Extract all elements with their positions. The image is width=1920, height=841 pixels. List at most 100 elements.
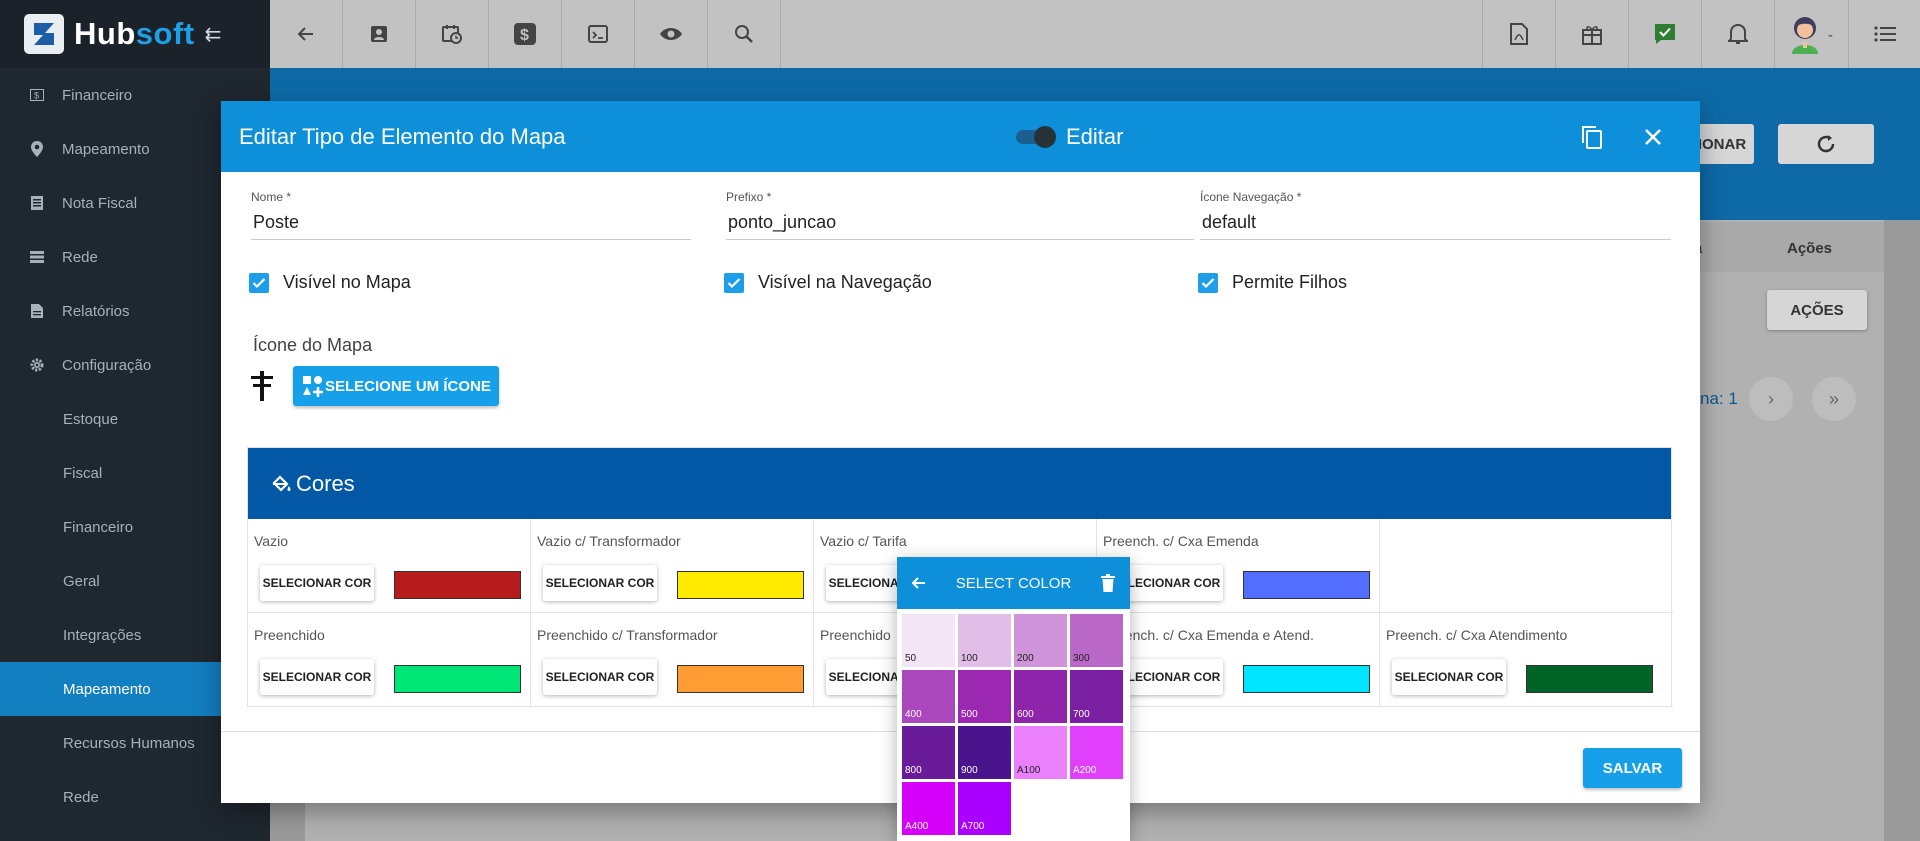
color-shade-option[interactable]: 100 bbox=[958, 614, 1011, 667]
close-button[interactable] bbox=[1639, 123, 1667, 151]
color-shade-option[interactable]: A400 bbox=[902, 782, 955, 835]
color-shade-label: 100 bbox=[961, 653, 978, 664]
visivel-navegacao-checkbox[interactable] bbox=[724, 272, 744, 293]
sidebar-item-label: Integrações bbox=[63, 626, 142, 644]
color-shade-option[interactable]: 500 bbox=[958, 670, 1011, 723]
permite-filhos-checkbox[interactable] bbox=[1198, 272, 1218, 293]
color-swatch[interactable] bbox=[394, 665, 521, 693]
pdf-button[interactable] bbox=[1482, 0, 1555, 68]
page-indicator-partial: na: 1 bbox=[1700, 389, 1738, 408]
colors-grid: Vazio SELECIONAR COR Vazio c/ Transformado… bbox=[248, 519, 1673, 707]
sidebar-item-fiscal[interactable]: Fiscal bbox=[0, 446, 270, 500]
sidebar-item-geral[interactable]: Geral bbox=[0, 554, 270, 608]
sidebar-item-configuracao[interactable]: Configuração bbox=[0, 338, 270, 392]
color-swatch[interactable] bbox=[1526, 665, 1653, 693]
select-color-button[interactable]: SELECIONAR COR bbox=[543, 659, 657, 695]
prefixo-input[interactable] bbox=[726, 204, 1194, 240]
sidebar-item-financeiro[interactable]: $ Financeiro bbox=[0, 68, 270, 122]
select-color-button[interactable]: SELECIONAR COR bbox=[1392, 659, 1506, 695]
sidebar-nav: $ Financeiro Mapeamento Nota Fiscal Rede… bbox=[0, 68, 270, 824]
actions-button[interactable]: AÇÕES bbox=[1767, 290, 1867, 330]
color-swatch[interactable] bbox=[677, 665, 804, 693]
view-button[interactable] bbox=[635, 0, 708, 68]
color-shade-option[interactable]: A200 bbox=[1070, 726, 1123, 779]
sidebar-item-label: Mapeamento bbox=[62, 140, 150, 158]
color-shade-label: 300 bbox=[1073, 653, 1090, 664]
edit-toggle[interactable] bbox=[1016, 125, 1056, 148]
select-color-button[interactable]: SELECIONAR COR bbox=[260, 659, 374, 695]
refresh-icon bbox=[1817, 135, 1835, 153]
sidebar-item-rede-sub[interactable]: Rede bbox=[0, 770, 270, 824]
tasks-button[interactable] bbox=[1628, 0, 1701, 68]
eye-icon bbox=[660, 28, 682, 40]
copy-button[interactable] bbox=[1578, 123, 1606, 151]
notifications-button[interactable] bbox=[1701, 0, 1774, 68]
select-color-button[interactable]: SELECIONAR COR bbox=[260, 565, 374, 601]
sidebar-item-label: Financeiro bbox=[63, 518, 134, 536]
select-button-label: IONAR bbox=[1697, 135, 1747, 153]
refresh-button[interactable] bbox=[1778, 124, 1874, 164]
chevron-down-icon: ⌄ bbox=[1826, 28, 1835, 40]
paint-bucket-icon bbox=[272, 474, 291, 492]
back-button[interactable] bbox=[270, 0, 343, 68]
select-color-button[interactable]: SELECIONAR COR bbox=[543, 565, 657, 601]
color-shade-option[interactable]: 200 bbox=[1014, 614, 1067, 667]
visivel-mapa-checkbox[interactable] bbox=[249, 272, 269, 293]
color-shade-option[interactable]: 300 bbox=[1070, 614, 1123, 667]
user-menu-button[interactable]: ⌄ bbox=[1774, 0, 1848, 68]
save-button[interactable]: SALVAR bbox=[1583, 748, 1682, 788]
icone-navegacao-input[interactable] bbox=[1200, 204, 1671, 240]
last-page-button[interactable]: » bbox=[1812, 377, 1856, 421]
color-shade-label: A700 bbox=[961, 821, 985, 832]
nome-input[interactable] bbox=[251, 204, 691, 240]
copy-icon bbox=[1582, 126, 1602, 149]
color-cell-label: Preench. c/ Cxa Emenda e Atend. bbox=[1103, 627, 1314, 643]
calendar-clock-button[interactable] bbox=[416, 0, 489, 68]
contact-card-icon bbox=[371, 26, 387, 42]
next-page-button[interactable]: › bbox=[1749, 377, 1793, 421]
sidebar-item-recursos-humanos[interactable]: Recursos Humanos bbox=[0, 716, 270, 770]
sidebar-item-financeiro-sub[interactable]: Financeiro bbox=[0, 500, 270, 554]
picker-delete-button[interactable] bbox=[1096, 571, 1120, 595]
top-toolbar: $ ⌄ bbox=[270, 0, 1920, 68]
collapse-sidebar-icon[interactable]: ⇇ bbox=[204, 23, 222, 46]
color-swatch[interactable] bbox=[1243, 665, 1370, 693]
svg-text:$: $ bbox=[520, 27, 529, 44]
color-shade-option[interactable]: A700 bbox=[958, 782, 1011, 835]
check-icon bbox=[1201, 277, 1215, 288]
sidebar-item-rede[interactable]: Rede bbox=[0, 230, 270, 284]
sidebar-item-estoque[interactable]: Estoque bbox=[0, 392, 270, 446]
color-swatch[interactable] bbox=[394, 571, 521, 599]
sidebar-item-nota-fiscal[interactable]: Nota Fiscal bbox=[0, 176, 270, 230]
sidebar-item-mapeamento[interactable]: Mapeamento bbox=[0, 122, 270, 176]
color-shade-label: 700 bbox=[1073, 709, 1090, 720]
contact-card-button[interactable] bbox=[343, 0, 416, 68]
dialog-header: Editar Tipo de Elemento do Mapa Editar bbox=[221, 101, 1700, 172]
color-swatch[interactable] bbox=[1243, 571, 1370, 599]
color-cell: Preenchido c/ Transformador SELECIONAR CO… bbox=[531, 613, 814, 707]
sidebar-item-label: Mapeamento bbox=[63, 680, 151, 698]
toolbar-right-group: ⌄ bbox=[1482, 0, 1920, 68]
color-shade-option[interactable]: 700 bbox=[1070, 670, 1123, 723]
select-icon-button[interactable]: SELECIONE UM ÍCONE bbox=[293, 366, 499, 406]
nome-field-group: Nome * bbox=[251, 190, 691, 240]
sidebar-item-relatorios[interactable]: Relatórios bbox=[0, 284, 270, 338]
arrow-left-icon bbox=[297, 27, 313, 41]
sidebar-item-label: Recursos Humanos bbox=[63, 734, 195, 752]
terminal-button[interactable] bbox=[562, 0, 635, 68]
search-button[interactable] bbox=[708, 0, 781, 68]
color-shade-option[interactable]: 50 bbox=[902, 614, 955, 667]
color-shade-label: 500 bbox=[961, 709, 978, 720]
menu-list-button[interactable] bbox=[1848, 0, 1920, 68]
color-shade-option[interactable]: A100 bbox=[1014, 726, 1067, 779]
finance-button[interactable]: $ bbox=[489, 0, 562, 68]
color-shade-option[interactable]: 600 bbox=[1014, 670, 1067, 723]
gift-button[interactable] bbox=[1555, 0, 1628, 68]
color-shade-option[interactable]: 800 bbox=[902, 726, 955, 779]
color-shade-option[interactable]: 400 bbox=[902, 670, 955, 723]
picker-back-button[interactable] bbox=[907, 571, 931, 595]
sidebar-item-integracoes[interactable]: Integrações bbox=[0, 608, 270, 662]
color-shade-option[interactable]: 900 bbox=[958, 726, 1011, 779]
color-swatch[interactable] bbox=[677, 571, 804, 599]
select-button-partial[interactable]: IONAR bbox=[1690, 124, 1754, 164]
